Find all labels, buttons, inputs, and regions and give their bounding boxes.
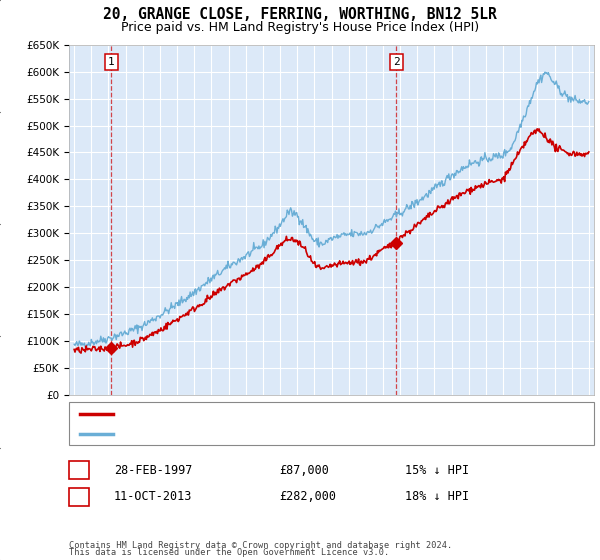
Text: 1: 1 [76,464,83,477]
Text: £87,000: £87,000 [279,464,329,477]
Text: HPI: Average price, detached house, Arun: HPI: Average price, detached house, Arun [120,430,370,440]
Text: 2: 2 [76,490,83,503]
Text: 11-OCT-2013: 11-OCT-2013 [114,490,193,503]
Text: 28-FEB-1997: 28-FEB-1997 [114,464,193,477]
Text: 20, GRANGE CLOSE, FERRING, WORTHING, BN12 5LR: 20, GRANGE CLOSE, FERRING, WORTHING, BN1… [103,7,497,22]
Text: 18% ↓ HPI: 18% ↓ HPI [405,490,469,503]
Text: Price paid vs. HM Land Registry's House Price Index (HPI): Price paid vs. HM Land Registry's House … [121,21,479,34]
Text: £282,000: £282,000 [279,490,336,503]
Text: This data is licensed under the Open Government Licence v3.0.: This data is licensed under the Open Gov… [69,548,389,557]
Text: Contains HM Land Registry data © Crown copyright and database right 2024.: Contains HM Land Registry data © Crown c… [69,541,452,550]
Text: 1: 1 [108,57,115,67]
Text: 20, GRANGE CLOSE, FERRING, WORTHING, BN12 5LR (detached house): 20, GRANGE CLOSE, FERRING, WORTHING, BN1… [120,409,508,419]
Text: 2: 2 [393,57,400,67]
Text: 15% ↓ HPI: 15% ↓ HPI [405,464,469,477]
